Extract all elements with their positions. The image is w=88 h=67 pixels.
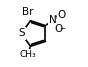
- Text: O: O: [58, 10, 66, 20]
- Text: CH₃: CH₃: [19, 50, 36, 59]
- Text: S: S: [18, 28, 25, 39]
- Text: Br: Br: [22, 8, 34, 17]
- Text: −: −: [59, 26, 65, 32]
- Text: N: N: [49, 15, 57, 25]
- Text: +: +: [53, 14, 59, 20]
- Text: O: O: [54, 24, 63, 34]
